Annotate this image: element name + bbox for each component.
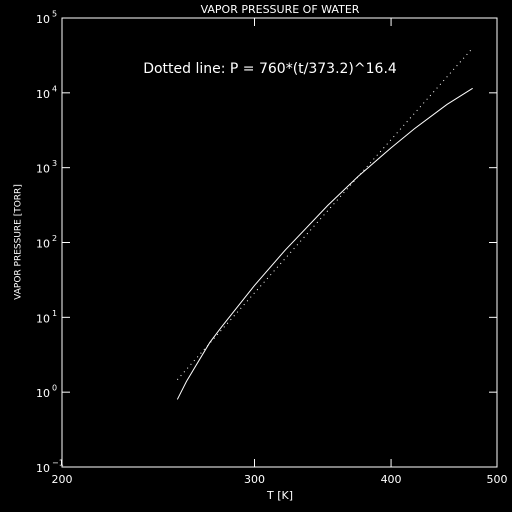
- y-tick-exponent: 3: [52, 159, 57, 168]
- annotation: Dotted line: P = 760*(t/373.2)^16.4: [143, 61, 397, 77]
- y-tick-label: 10: [36, 88, 50, 101]
- y-tick-exponent: 0: [52, 384, 57, 393]
- x-tick-label: 500: [487, 473, 508, 486]
- y-tick-label: 10: [36, 163, 50, 176]
- x-tick-label: 300: [244, 473, 265, 486]
- y-tick-label: 10: [36, 387, 50, 400]
- y-tick-label: 10: [36, 462, 50, 475]
- y-tick-exponent: 4: [52, 84, 57, 93]
- y-tick-label: 10: [36, 13, 50, 26]
- y-tick-exponent: 1: [52, 309, 57, 318]
- x-tick-label: 400: [381, 473, 402, 486]
- y-tick-label: 10: [36, 312, 50, 325]
- y-axis-label: VAPOR PRESSURE [TORR]: [14, 184, 24, 300]
- chart-title: VAPOR PRESSURE OF WATER: [201, 3, 360, 16]
- series-line: [176, 47, 474, 380]
- y-tick-exponent: −1: [52, 459, 64, 468]
- x-axis-label: T [K]: [266, 489, 293, 502]
- plot-frame: [61, 17, 498, 468]
- series-line: [176, 87, 473, 400]
- x-tick-label: 200: [52, 473, 73, 486]
- y-tick-label: 10: [36, 238, 50, 251]
- y-tick-exponent: 5: [52, 10, 57, 19]
- y-tick-exponent: 2: [52, 234, 57, 243]
